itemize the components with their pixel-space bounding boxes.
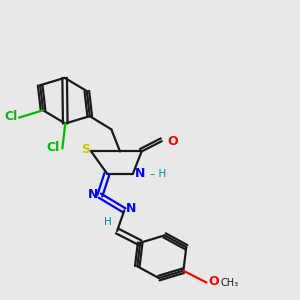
Text: O: O	[208, 274, 218, 287]
Text: N: N	[126, 202, 136, 215]
Text: N: N	[134, 167, 145, 180]
Text: Cl: Cl	[4, 110, 18, 123]
Text: O: O	[167, 135, 178, 148]
Text: – H: – H	[150, 169, 166, 178]
Text: N: N	[88, 188, 98, 201]
Text: H: H	[104, 217, 112, 226]
Text: S: S	[82, 143, 91, 157]
Text: CH₃: CH₃	[220, 278, 238, 287]
Text: Cl: Cl	[47, 141, 60, 154]
